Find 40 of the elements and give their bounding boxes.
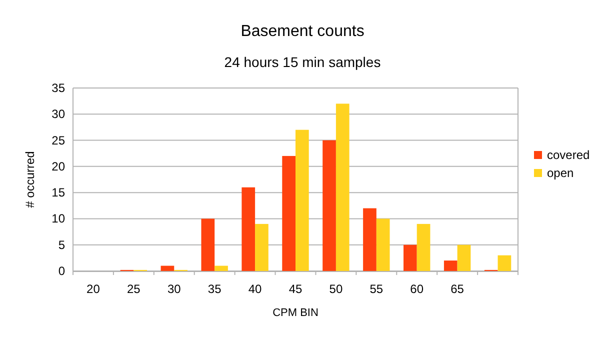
y-tick-label: 5 (58, 238, 66, 252)
y-axis-title: # occurred (23, 151, 37, 208)
bar (214, 266, 228, 271)
x-tick-label: 45 (288, 282, 302, 296)
bar (255, 224, 268, 271)
bar (322, 140, 336, 271)
y-tick-label: 25 (52, 133, 66, 148)
bar (160, 266, 174, 271)
bar (416, 224, 430, 271)
bar (376, 218, 390, 271)
y-tick-label: 10 (52, 212, 66, 226)
bar (444, 260, 458, 271)
y-tick-label: 30 (52, 107, 66, 122)
x-tick-label: 35 (208, 282, 222, 296)
x-tick-label: 60 (410, 282, 424, 296)
bar (363, 208, 376, 271)
x-tick-label: 30 (167, 282, 182, 296)
bar (282, 156, 296, 271)
y-tick-label: 0 (58, 264, 66, 278)
bar (242, 187, 256, 271)
chart-subtitle: 24 hours 15 min samples (224, 54, 381, 70)
bar (201, 218, 215, 271)
x-tick-label: 20 (86, 282, 100, 296)
legend-label: open (547, 166, 574, 180)
x-tick-label: 55 (370, 282, 384, 296)
bar (296, 130, 309, 271)
y-tick-label: 20 (52, 159, 66, 174)
x-tick-label: 25 (127, 282, 141, 296)
x-tick-label: 65 (450, 282, 464, 296)
x-tick-label: 40 (248, 282, 262, 296)
bar (498, 255, 512, 271)
bar (404, 244, 417, 271)
bar (457, 244, 471, 271)
bar (336, 104, 350, 271)
x-tick-label: 50 (329, 282, 343, 296)
chart-title: Basement counts (240, 23, 364, 40)
x-axis-title: CPM BIN (272, 307, 318, 319)
y-tick-label: 15 (52, 186, 66, 200)
legend-label: covered (547, 148, 590, 162)
y-tick-label: 35 (52, 81, 66, 95)
